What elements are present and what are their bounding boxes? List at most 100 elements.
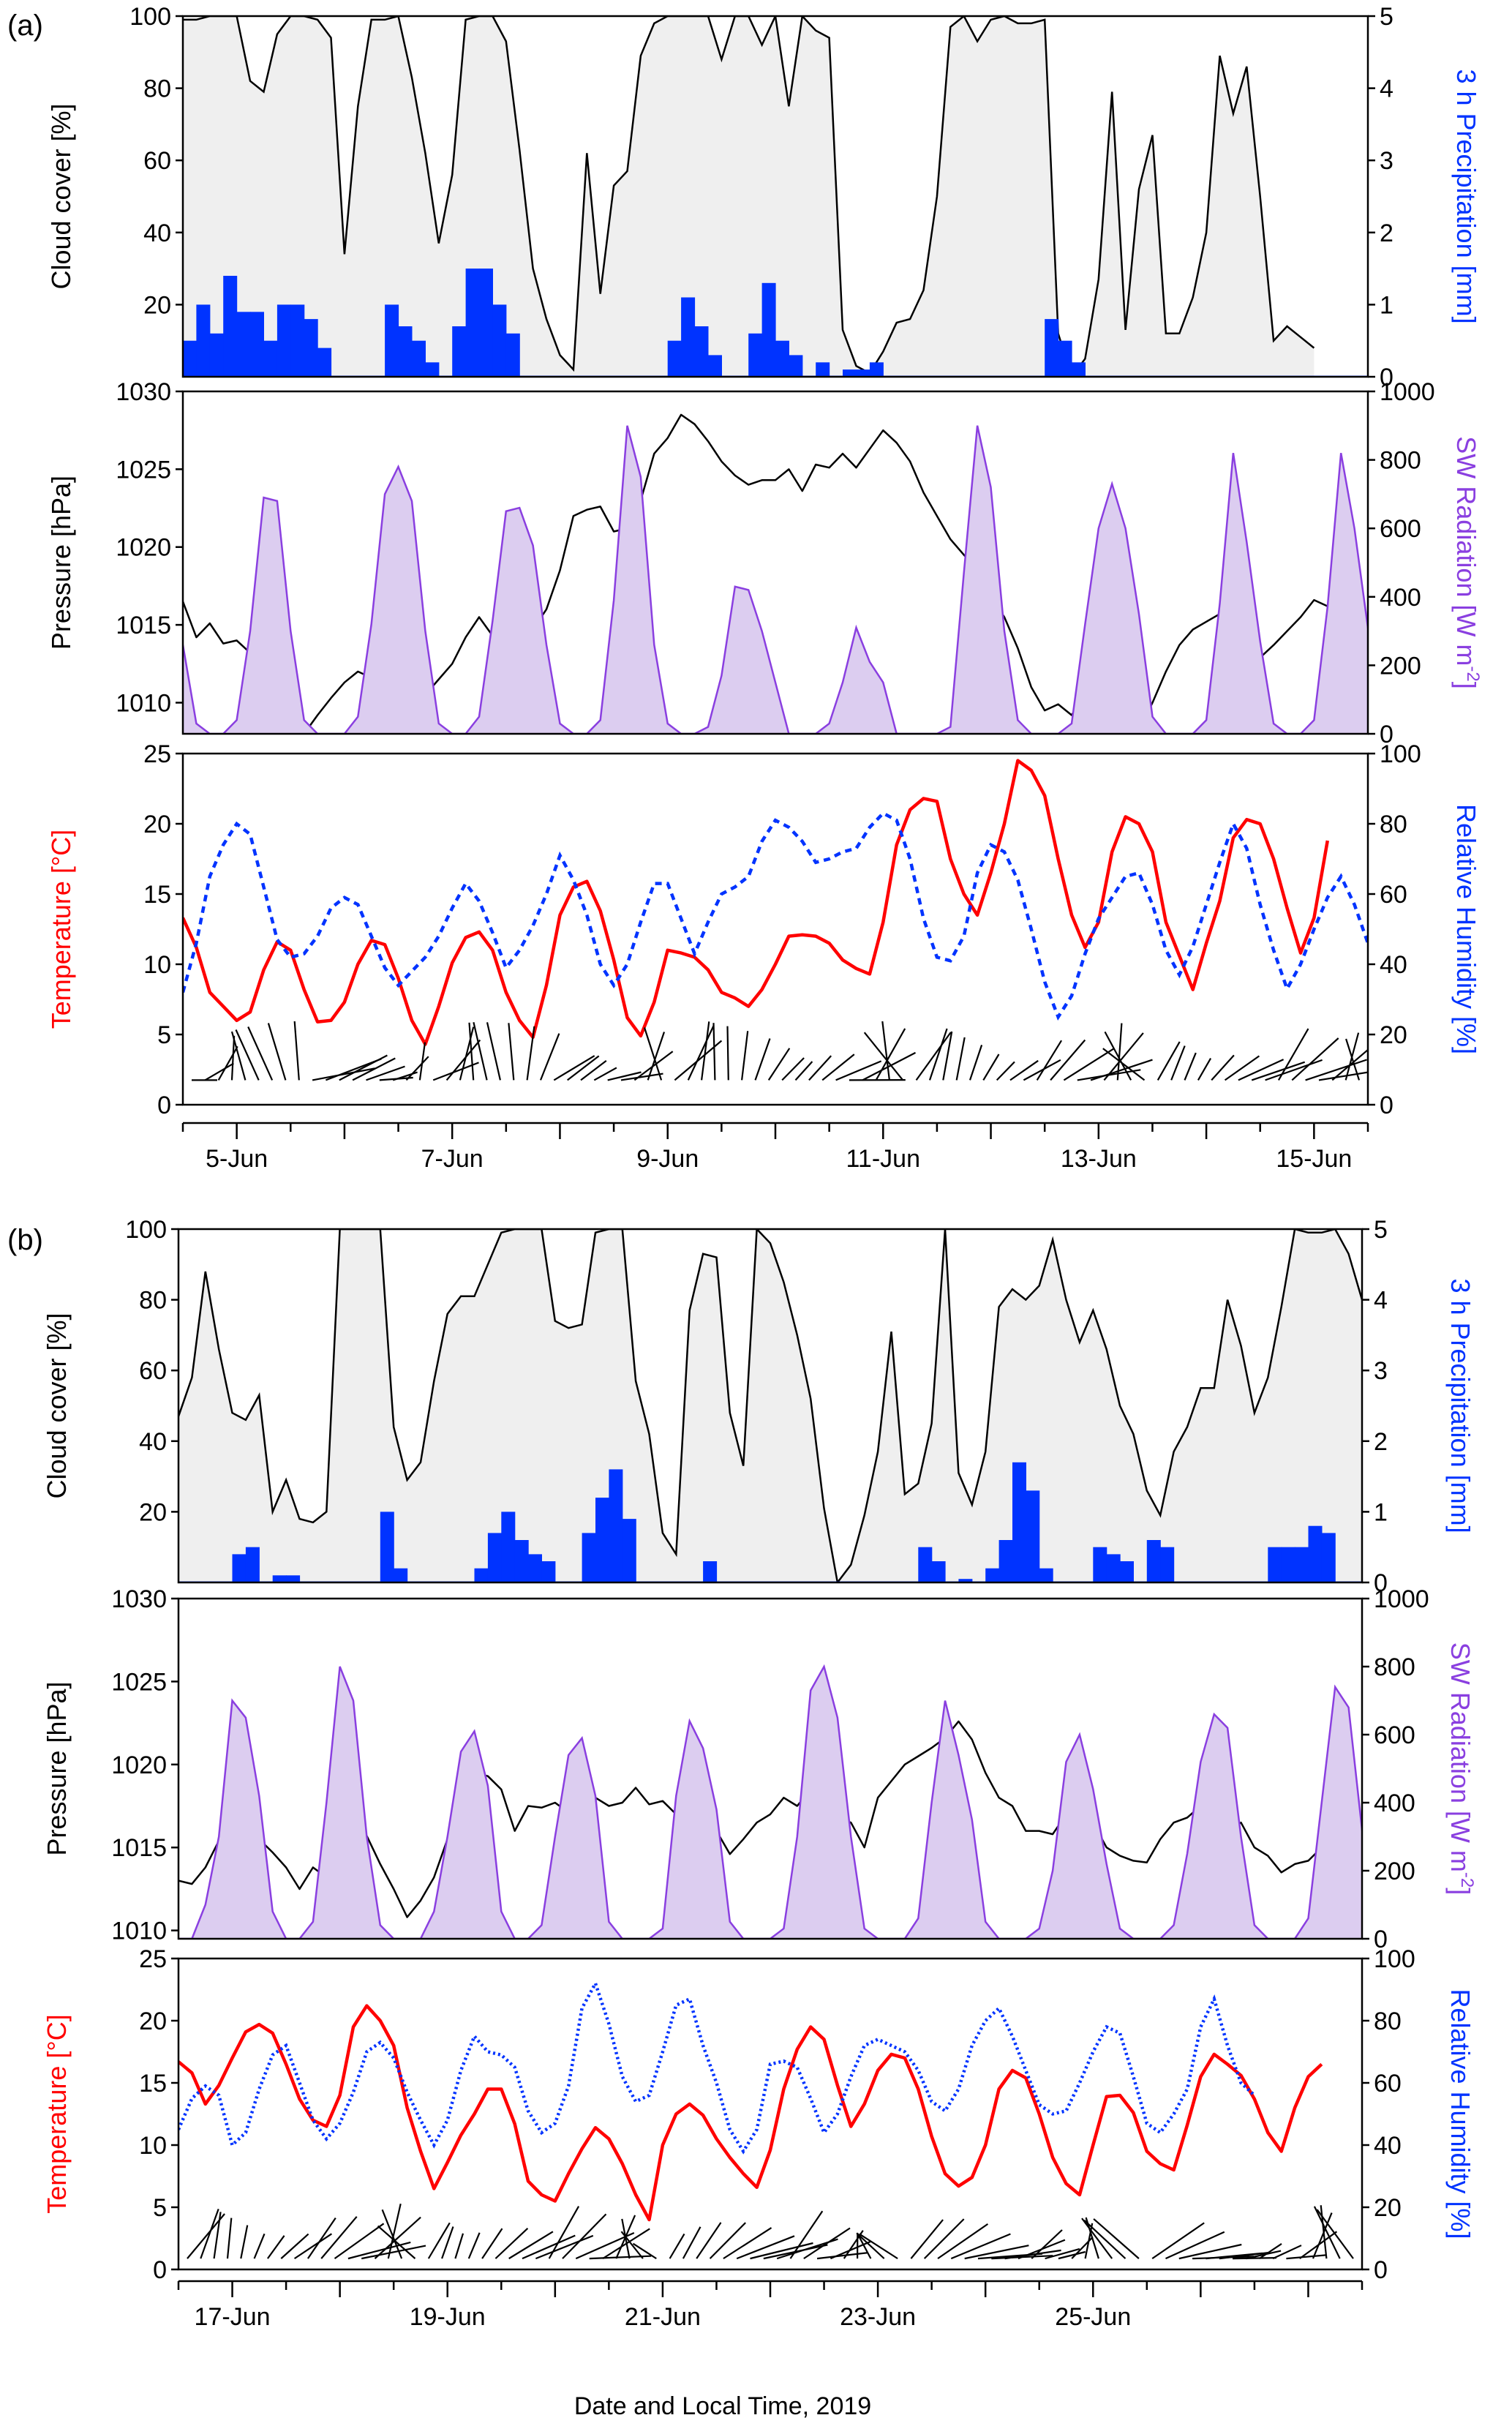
wind-stick — [1104, 1031, 1132, 1081]
wind-stick — [781, 1057, 805, 1081]
precip-bar — [609, 1469, 623, 1582]
precip-bar — [789, 355, 803, 377]
wind-stick — [377, 2225, 416, 2259]
y-tick-label-right: 600 — [1374, 1721, 1415, 1749]
wind-stick — [996, 1061, 1015, 1081]
precip-bar — [985, 1568, 1000, 1582]
date-tick-label: 23-Jun — [840, 2303, 916, 2331]
y-tick-label-right: 40 — [1380, 951, 1407, 979]
precip-bar — [998, 1540, 1013, 1582]
wind-stick — [1165, 2231, 1225, 2260]
wind-stick — [230, 1035, 236, 1081]
y-tick-label-right: 800 — [1374, 1653, 1415, 1681]
wind-stick — [696, 2222, 722, 2259]
wind-stick — [1084, 2223, 1094, 2259]
y-tick-label-right: 1000 — [1380, 378, 1435, 406]
wind-stick — [1291, 1037, 1339, 1081]
precip-bar — [694, 326, 709, 377]
precip-bar — [277, 304, 291, 377]
wind-stick — [253, 2233, 266, 2259]
wind-stick — [950, 2233, 1011, 2260]
y-tick-label-right: 0 — [1380, 721, 1393, 748]
wind-stick — [923, 2218, 965, 2259]
y-tick-label-left: 80 — [139, 1287, 167, 1315]
wind-stick — [494, 2227, 529, 2259]
y-tick-label-left: 1020 — [111, 1751, 167, 1779]
wind-stick — [915, 1032, 952, 1081]
wind-stick — [862, 1051, 917, 1081]
wind-stick — [535, 2234, 594, 2260]
wind-stick — [632, 2242, 657, 2260]
wind-stick — [1036, 1040, 1063, 1081]
y-tick-label-right: 40 — [1374, 2132, 1402, 2160]
precip-bar — [290, 304, 305, 377]
y-axis-label-right: SW Radiation [W m-2] — [1445, 1642, 1477, 1895]
y-tick-label-right: 0 — [1380, 1092, 1393, 1119]
y-tick-label-left: 25 — [139, 1945, 167, 1973]
y-axis-label-left: Pressure [hPa] — [42, 1681, 72, 1855]
y-tick-label-right: 600 — [1380, 515, 1421, 543]
y-tick-label-left: 20 — [143, 291, 171, 319]
precip-bar — [761, 282, 776, 377]
precip-bar — [1045, 319, 1059, 377]
wind-stick — [859, 2233, 898, 2260]
precip-bar — [1026, 1490, 1040, 1582]
precip-bar — [681, 297, 696, 377]
wind-stick — [454, 2233, 464, 2259]
precip-bar — [1281, 1547, 1295, 1582]
precip-bar — [856, 369, 870, 377]
wind-stick — [1116, 1023, 1123, 1081]
wind-stick — [526, 1026, 535, 1081]
precip-bar — [1093, 1547, 1107, 1582]
date-tick-label: 11-Jun — [846, 1145, 920, 1173]
precip-bar — [398, 326, 413, 377]
date-axis: 5-Jun 7-Jun 9-Jun 11-Jun 13-Jun 15-Jun — [181, 1122, 1369, 1173]
wind-stick — [701, 1021, 710, 1081]
wind-stick — [1246, 2250, 1282, 2260]
subplot-3: 0 5 10 15 20 25 0 20 40 60 80 100 Temperature [°C] Re… — [46, 740, 1481, 1119]
y-tick-label-left: 1030 — [116, 378, 171, 406]
wind-stick — [669, 2233, 685, 2259]
precip-bar — [317, 348, 332, 377]
wind-stick — [620, 2231, 644, 2259]
precip-bar — [1146, 1540, 1161, 1582]
wind-stick — [633, 1051, 674, 1081]
wind-stick — [306, 2217, 336, 2259]
wind-stick — [687, 1025, 715, 1081]
wind-stick — [1178, 2243, 1242, 2260]
wind-stick — [580, 1060, 607, 1081]
y-tick-label-right: 5 — [1380, 3, 1393, 31]
wind-stick — [405, 1056, 429, 1081]
wind-stick — [217, 1045, 238, 1081]
date-tick-label: 25-Jun — [1055, 2303, 1131, 2331]
wind-stick — [230, 1031, 247, 1081]
subplot-frame — [177, 1957, 1364, 2271]
wind-stick — [459, 1026, 475, 1081]
subplot-frame — [181, 390, 1369, 735]
precip-bar — [582, 1533, 596, 1582]
panel-label: (a) — [7, 10, 43, 42]
series-area-cloud-cover — [178, 1229, 1362, 1582]
precip-bar — [474, 1568, 489, 1582]
wind-stick — [1151, 2222, 1205, 2260]
y-tick-label-right: 200 — [1380, 652, 1421, 680]
precip-bar — [232, 1554, 247, 1582]
wind-stick — [754, 1038, 771, 1081]
wind-stick — [1259, 2242, 1282, 2260]
wind-stick — [682, 2226, 702, 2259]
wind-stick — [709, 2222, 746, 2259]
precip-bar — [245, 1547, 260, 1582]
wind-stick — [647, 1032, 666, 1081]
wind-stick — [856, 2232, 885, 2259]
y-tick-label-left: 15 — [139, 2070, 167, 2098]
precip-bar — [843, 369, 857, 377]
wind-stick — [553, 1055, 595, 1081]
wind-stick — [280, 2233, 309, 2259]
precip-bar — [1039, 1568, 1053, 1582]
date-tick-label: 21-Jun — [625, 2303, 701, 2331]
y-tick-label-left: 1020 — [116, 534, 171, 562]
y-tick-label-left: 5 — [157, 1021, 171, 1049]
wind-stick — [1090, 1059, 1153, 1081]
wind-stick — [767, 1048, 791, 1081]
